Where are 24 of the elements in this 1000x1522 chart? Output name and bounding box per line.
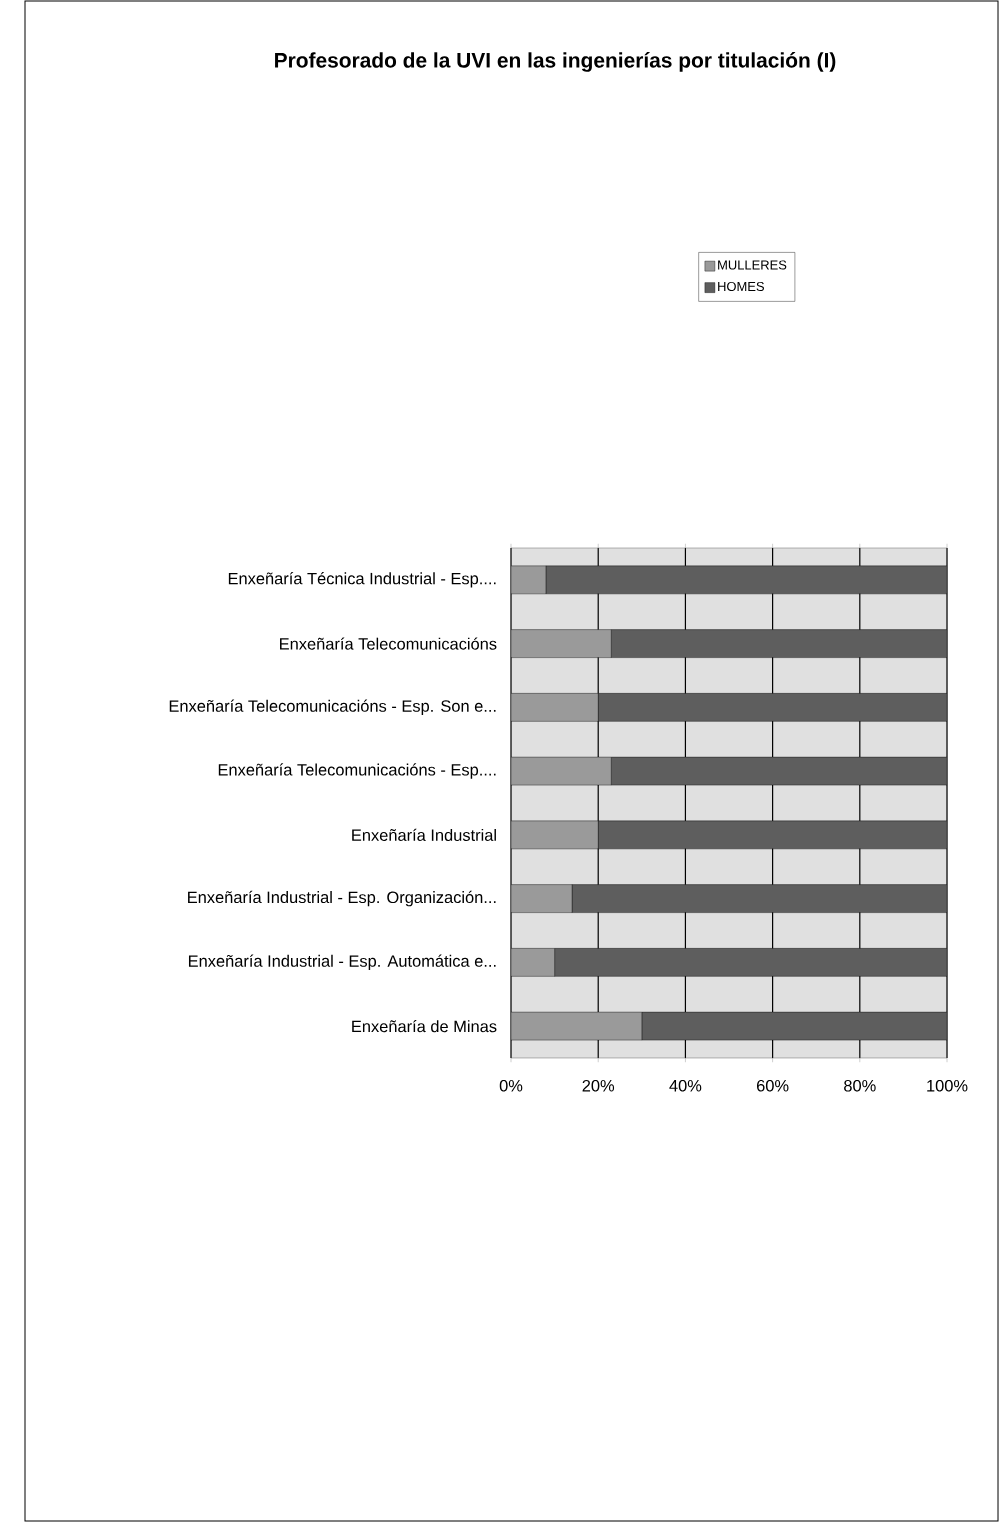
y-tick-label: Enxeñaría Telecomunicacións - Esp. Son e... [169,699,496,716]
y-tick-label: Enxeñaría Telecomunicacións - Esp.... [218,763,496,779]
legend-label: MULLERES [718,260,787,270]
legend-label: HOMES [718,281,764,292]
y-tick-label: Enxeñaría Telecomunicacións [280,637,497,650]
y-tick-label: Enxeñaría Industrial [352,828,496,841]
bar [511,820,599,850]
x-tick-label: 100% [927,1079,968,1092]
y-tick-label: Enxeñaría Industrial - Esp. Automática e... [188,954,496,971]
bar [511,693,599,722]
y-tick-label: Enxeñaría de Minas [352,1019,497,1033]
x-tick-label: 80% [844,1079,876,1092]
y-tick-label: Enxeñaría Industrial - Esp. Organización... [188,890,496,907]
bar [511,629,612,658]
x-tick-label: 0% [499,1079,523,1092]
x-tick-label: 40% [669,1079,702,1092]
bar [511,756,612,786]
x-tick-label: 60% [756,1079,789,1092]
bar [511,948,555,977]
chart-title: Profesorado de la UVI en las ingenierías por titulación (I) [275,52,836,72]
bar [511,884,573,913]
x-tick-label: 20% [582,1079,615,1092]
bar [511,1011,643,1041]
y-tick-label: Enxeñaría Técnica Industrial - Esp.... [228,572,496,588]
